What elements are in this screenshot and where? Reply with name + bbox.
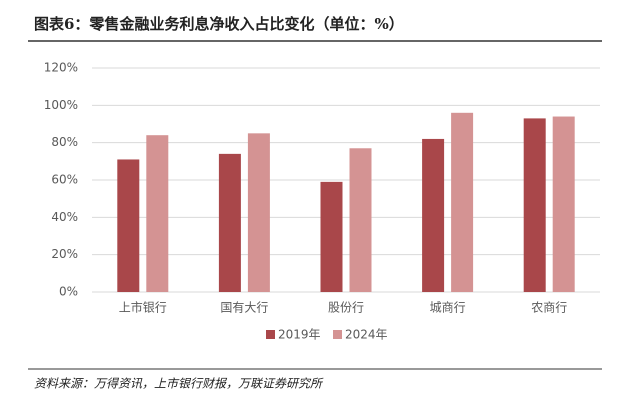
y-tick-label: 80% (51, 135, 78, 149)
y-tick-label: 100% (44, 98, 78, 112)
x-tick-label: 城商行 (430, 300, 466, 315)
legend-label: 2024年 (345, 328, 388, 342)
x-tick-label: 股份行 (328, 301, 364, 315)
y-tick-label: 40% (51, 210, 78, 224)
bar (349, 148, 372, 292)
y-tick-label: 20% (51, 247, 78, 261)
bar (552, 116, 575, 293)
bar (218, 153, 241, 292)
x-tick-label: 上市银行 (119, 300, 167, 315)
legend-swatch (333, 330, 342, 339)
y-tick-label: 120% (44, 61, 78, 75)
source-note: 资料来源：万得资讯，上市银行财报，万联证券研究所 (34, 377, 324, 391)
bar (247, 133, 270, 292)
x-tick-label: 国有大行 (220, 301, 268, 315)
legend-label: 2019年 (278, 328, 321, 342)
y-tick-label: 60% (51, 173, 78, 187)
bar (422, 138, 445, 292)
legend-swatch (266, 330, 275, 339)
bar (117, 159, 140, 292)
bar (146, 135, 169, 292)
bar (451, 112, 474, 292)
y-tick-label: 0% (59, 285, 78, 299)
bar (523, 118, 546, 293)
bar (320, 181, 343, 292)
chart-title: 图表6：零售金融业务利息净收入占比变化（单位：%） (34, 15, 404, 33)
x-tick-label: 农商行 (531, 300, 567, 315)
